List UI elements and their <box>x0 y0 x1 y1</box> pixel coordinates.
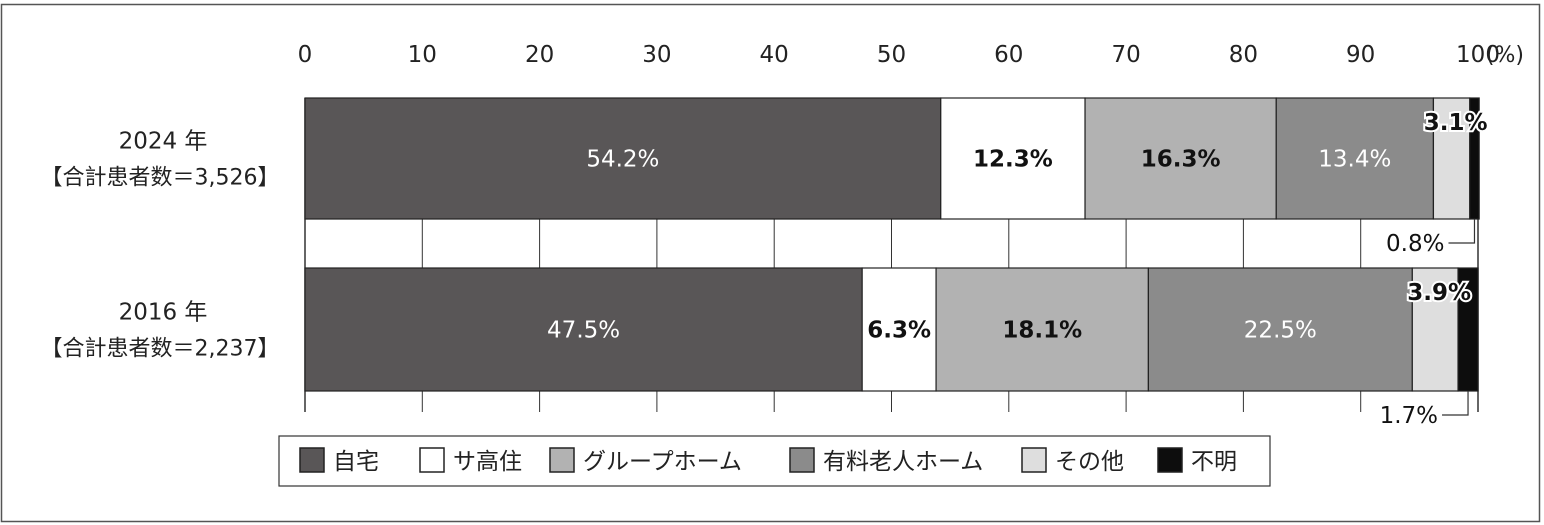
legend-swatch <box>419 447 445 473</box>
x-tick-label: 40 <box>760 42 789 68</box>
bar-segment-1-2 <box>304 267 863 392</box>
legend-label: 有料老人ホーム <box>823 449 983 475</box>
x-tick-label: 0 <box>298 42 313 68</box>
data-label: 47.5% <box>547 318 620 344</box>
x-tick-label: 60 <box>994 42 1023 68</box>
legend-label: 不明 <box>1191 449 1237 475</box>
legend-swatch <box>1021 447 1047 473</box>
bar-segment-2-1 <box>940 97 1086 220</box>
category-year: 2016 年 <box>119 300 208 326</box>
bar-segment-5-1 <box>1432 97 1471 220</box>
legend-swatch <box>549 447 575 473</box>
legend-swatch <box>1157 447 1183 473</box>
data-label: 18.1% <box>1002 318 1082 344</box>
data-label: 3.9% <box>1407 280 1471 306</box>
legend-label: 自宅 <box>333 449 379 475</box>
leader-line <box>1442 391 1469 416</box>
category-year: 2024 年 <box>119 129 208 155</box>
x-tick-label: 10 <box>408 42 437 68</box>
category-labels: 2024 年【合計患者数＝3,526】 2016 年【合計患者数＝2,237】 <box>41 129 280 362</box>
x-tick-label: 20 <box>525 42 554 68</box>
chart-frame <box>0 3 1541 523</box>
bar-segment-3-1 <box>1084 97 1277 220</box>
legend-label: グループホーム <box>583 449 742 475</box>
category-total: 【合計患者数＝2,237】 <box>41 337 280 362</box>
data-label: 1.7% <box>1380 403 1438 429</box>
data-labels: 54.2% 12.3% 16.3% 13.4% 3.1% 0.8% 47.5% 6.3% 18.… <box>547 108 1489 431</box>
data-label: 12.3% <box>973 147 1053 173</box>
bar-segment-4-1 <box>1275 97 1435 220</box>
bar-segment-1-1 <box>304 97 942 220</box>
x-tick-label: 80 <box>1229 42 1258 68</box>
data-label: 0.8% <box>1386 231 1444 257</box>
legend-swatch <box>299 447 325 473</box>
data-label: 22.5% <box>1244 318 1317 344</box>
x-tick-label: 70 <box>1111 42 1140 68</box>
legend: 自宅 サ高住 グループホーム 有料老人ホーム その他 不明 <box>278 435 1271 487</box>
unit-label: (%) <box>1486 43 1524 68</box>
leader-line <box>1448 219 1476 244</box>
legend-label: その他 <box>1055 449 1124 475</box>
x-axis-ticks: 0 10 20 30 40 50 60 70 80 90 100(%) <box>298 42 1524 68</box>
bar-segment-3-2 <box>935 267 1149 392</box>
data-label: 54.2% <box>586 147 659 173</box>
legend-label: サ高住 <box>453 449 522 475</box>
data-label: 16.3% <box>1141 147 1221 173</box>
bar-segment-5-2 <box>1411 267 1459 392</box>
x-tick-label: 30 <box>642 42 671 68</box>
data-label: 3.1% <box>1424 110 1488 136</box>
bar-segment-2-2 <box>861 267 937 392</box>
x-tick-label: 90 <box>1346 42 1375 68</box>
category-total: 【合計患者数＝3,526】 <box>41 166 280 191</box>
legend-swatch <box>789 447 815 473</box>
data-label: 13.4% <box>1318 147 1391 173</box>
data-label: 6.3% <box>867 318 931 344</box>
bar-segment-4-2 <box>1147 267 1413 392</box>
x-tick-label: 50 <box>877 42 906 68</box>
bars <box>304 97 1480 392</box>
x-tick-label: 100 <box>1456 42 1500 68</box>
